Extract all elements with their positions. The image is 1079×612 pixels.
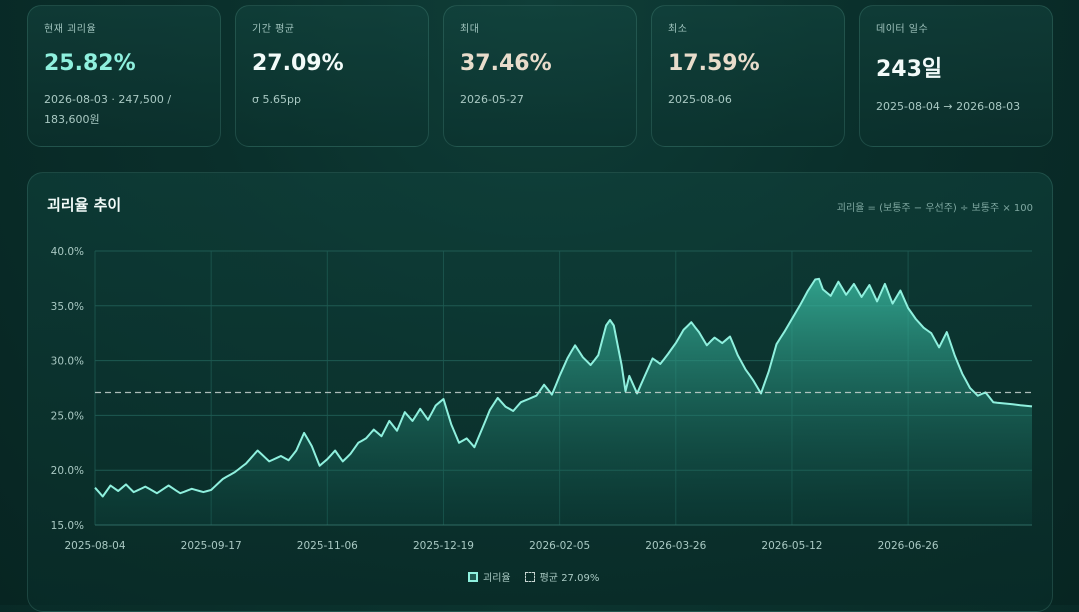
stat-card-current: 현재 괴리율 25.82% 2026-08-03 · 247,500 / 183… [27,5,221,147]
chart-legend: 괴리율 평균 27.09% [468,569,599,584]
legend-mean-label: 평균 27.09% [539,573,600,584]
x-tick-label: 2026-02-05 [529,540,590,552]
y-tick-label: 15.0% [51,520,84,532]
stat-card-max: 최대 37.46% 2026-05-27 [443,5,637,147]
legend-series-label: 괴리율 [483,573,511,584]
x-tick-label: 2025-08-04 [64,540,125,552]
x-tick-label: 2025-12-19 [413,540,474,552]
y-tick-label: 40.0% [51,246,84,258]
card-value: 27.09% [252,51,344,76]
card-sub: 2025-08-06 [668,93,732,106]
stat-card-average: 기간 평균 27.09% σ 5.65pp [235,5,429,147]
card-label: 기간 평균 [252,24,295,35]
card-sub: 2026-08-03 · 247,500 / 183,600원 [44,93,172,126]
x-tick-label: 2026-06-26 [878,540,939,552]
card-label: 데이터 일수 [876,24,929,35]
series-swatch-icon [468,571,478,582]
card-value: 25.82% [44,51,136,76]
card-sub: 2025-08-04 → 2026-08-03 [876,100,1021,113]
card-value: 37.46% [460,51,552,76]
card-sub: σ 5.65pp [252,93,301,106]
card-value: 243일 [876,57,943,82]
y-tick-label: 35.0% [51,301,84,313]
card-label: 최소 [668,24,688,35]
mean-swatch-icon [524,571,535,582]
x-tick-label: 2026-05-12 [761,540,822,552]
x-tick-label: 2025-11-06 [297,540,358,552]
series-line[interactable] [94,277,1033,498]
stat-card-days: 데이터 일수 243일 2025-08-04 → 2026-08-03 [859,5,1053,147]
card-label: 현재 괴리율 [44,24,97,35]
stat-card-min: 최소 17.59% 2025-08-06 [651,5,845,147]
y-tick-label: 25.0% [51,410,84,422]
y-tick-label: 20.0% [51,465,84,477]
card-sub: 2026-05-27 [460,93,524,106]
x-tick-label: 2026-03-26 [645,540,706,552]
card-value: 17.59% [668,51,760,76]
legend-item-series[interactable]: 괴리율 [468,569,511,584]
legend-item-mean[interactable]: 평균 27.09% [524,569,600,584]
series-area-fill [95,278,1032,525]
card-label: 최대 [460,24,480,35]
x-tick-label: 2025-09-17 [181,540,242,552]
formula-note: 괴리율 = (보통주 − 우선주) ÷ 보통주 × 100 [836,203,1033,214]
chart-title: 괴리율 추이 [47,196,122,214]
y-tick-label: 30.0% [51,356,84,368]
